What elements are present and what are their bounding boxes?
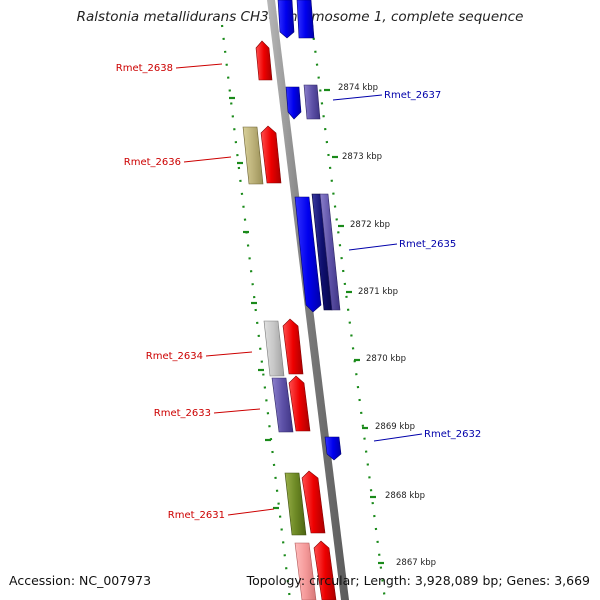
ruler-label-2869: 2869 kbp — [375, 422, 415, 432]
ruler-label-2872: 2872 kbp — [350, 220, 390, 230]
gene-rmet-2635-purple[interactable] — [319, 193, 341, 311]
ruler-label-2871: 2871 kbp — [358, 287, 398, 297]
leader-lines-reverse — [175, 63, 275, 516]
gene-rmet-2631-olive[interactable] — [284, 472, 307, 536]
gene-rmet-2636-khaki[interactable] — [242, 126, 264, 185]
gene-labels-reverse: Rmet_2638 Rmet_2636 Rmet_2634 Rmet_2633 … — [116, 63, 225, 521]
ruler-label-2867: 2867 kbp — [396, 558, 436, 568]
gene-label-rmet-2638: Rmet_2638 — [116, 63, 173, 74]
gene-label-rmet-2631: Rmet_2631 — [168, 510, 225, 521]
gene-rmet-2634[interactable] — [282, 318, 304, 375]
gene-label-rmet-2636: Rmet_2636 — [124, 157, 181, 168]
gene-rmet-2638[interactable] — [255, 40, 273, 81]
gene-rmet-2632[interactable] — [324, 436, 342, 461]
outer-major-ticks — [324, 88, 384, 565]
ruler-label-2873: 2873 kbp — [342, 152, 382, 162]
inner-tick-track — [220, 24, 292, 600]
gene-rmet-2633[interactable] — [288, 375, 311, 432]
gene-top-partial-blue-2[interactable] — [296, 0, 315, 39]
gene-rmet-2636[interactable] — [260, 125, 282, 184]
gene-label-rmet-2634: Rmet_2634 — [146, 351, 203, 362]
accession-label: Accession: NC_007973 — [9, 573, 152, 588]
gene-rmet-2635[interactable] — [294, 196, 322, 313]
gene-label-rmet-2635: Rmet_2635 — [399, 239, 456, 250]
gene-partial-red[interactable] — [313, 540, 337, 600]
gene-partial-pink[interactable] — [294, 542, 317, 600]
gene-label-rmet-2637: Rmet_2637 — [384, 90, 441, 101]
gene-rmet-2634-gray[interactable] — [263, 320, 285, 377]
gene-rmet-2637[interactable] — [285, 86, 302, 120]
gene-label-rmet-2633: Rmet_2633 — [154, 408, 211, 419]
gene-rmet-2633-purple[interactable] — [271, 377, 294, 433]
gene-rmet-2631[interactable] — [301, 470, 326, 534]
gene-labels-forward: Rmet_2637 Rmet_2635 Rmet_2632 — [384, 90, 481, 440]
gene-label-rmet-2632: Rmet_2632 — [424, 429, 481, 440]
topology-summary: Topology: circular; Length: 3,928,089 bp… — [246, 573, 590, 588]
ruler-labels: 2874 kbp 2873 kbp 2872 kbp 2871 kbp 2870… — [338, 83, 436, 568]
ruler-label-2868: 2868 kbp — [385, 491, 425, 501]
inner-major-ticks — [229, 96, 279, 510]
ruler-label-2870: 2870 kbp — [366, 354, 406, 364]
outer-tick-track — [310, 24, 387, 600]
gene-rmet-2637-purple[interactable] — [303, 84, 321, 120]
gene-top-partial-blue-1[interactable] — [277, 0, 295, 39]
leader-lines-forward — [332, 94, 423, 442]
ruler-label-2874: 2874 kbp — [338, 83, 378, 93]
